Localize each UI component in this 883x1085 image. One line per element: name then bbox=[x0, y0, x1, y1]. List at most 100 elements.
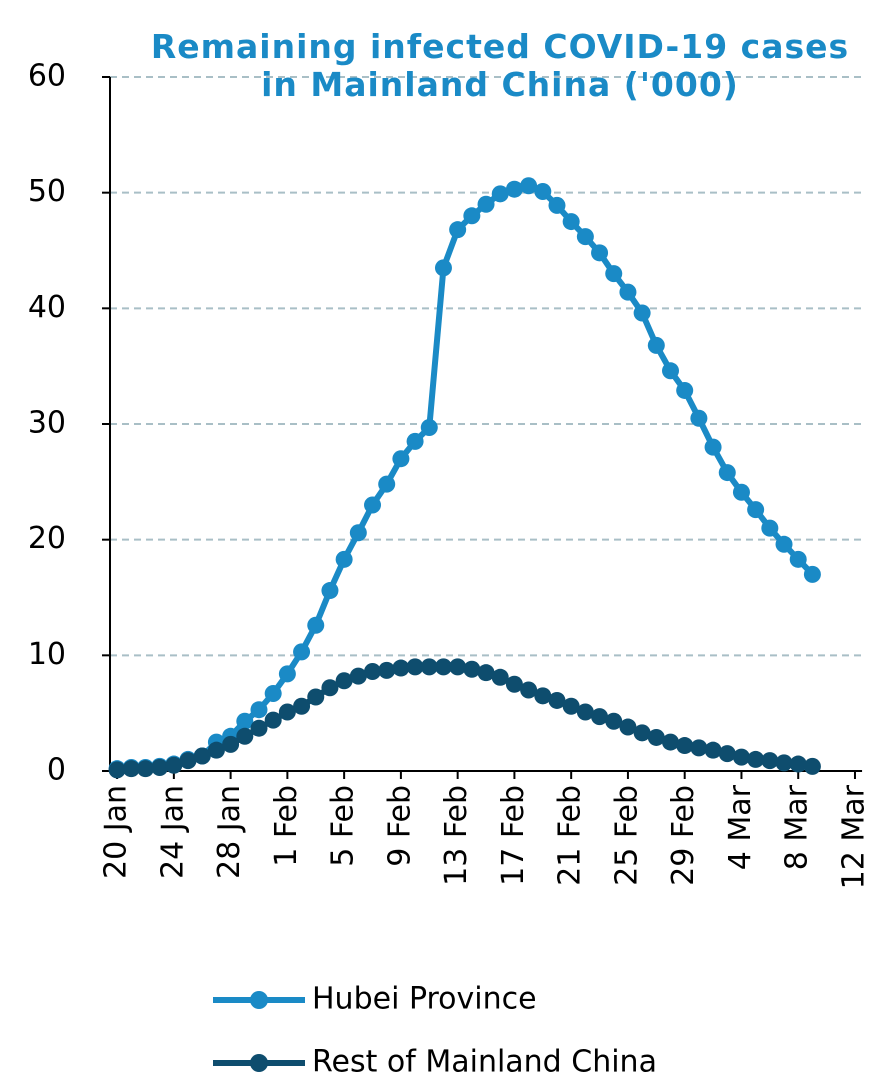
data-point bbox=[349, 667, 367, 685]
data-point bbox=[676, 737, 694, 755]
data-point bbox=[392, 659, 410, 677]
data-point bbox=[718, 464, 736, 482]
x-tick-label: 1 Feb bbox=[269, 785, 304, 867]
data-point bbox=[619, 718, 637, 736]
data-point bbox=[605, 712, 623, 730]
legend-marker bbox=[250, 991, 268, 1009]
data-point bbox=[321, 679, 339, 697]
data-point bbox=[278, 665, 296, 683]
data-point bbox=[718, 745, 736, 763]
data-point bbox=[250, 719, 268, 737]
data-point bbox=[335, 672, 353, 690]
data-point bbox=[463, 207, 481, 225]
data-point bbox=[349, 524, 367, 542]
data-point bbox=[562, 697, 580, 715]
data-point bbox=[449, 221, 467, 239]
x-tick-label: 20 Jan bbox=[99, 785, 134, 879]
data-point bbox=[392, 450, 410, 468]
data-point bbox=[576, 228, 594, 246]
data-point bbox=[264, 711, 282, 729]
data-point bbox=[562, 213, 580, 231]
data-point bbox=[534, 183, 552, 201]
data-point bbox=[193, 747, 211, 765]
data-point bbox=[250, 701, 268, 719]
data-point bbox=[207, 741, 225, 759]
x-tick-label: 21 Feb bbox=[553, 785, 588, 886]
x-tick-label: 9 Feb bbox=[382, 785, 417, 867]
data-point bbox=[690, 409, 708, 427]
data-point bbox=[591, 244, 609, 262]
data-point bbox=[307, 616, 325, 634]
x-tick-label: 12 Mar bbox=[836, 784, 871, 889]
data-point bbox=[548, 691, 566, 709]
series-line bbox=[116, 182, 815, 772]
data-point bbox=[505, 180, 523, 198]
data-point bbox=[434, 658, 452, 676]
y-tick-label: 0 bbox=[47, 753, 66, 788]
data-point bbox=[775, 754, 793, 772]
data-point bbox=[789, 755, 807, 773]
x-tick-label: 4 Mar bbox=[723, 784, 758, 870]
data-point bbox=[293, 643, 311, 661]
data-point bbox=[165, 756, 183, 774]
y-tick-label: 50 bbox=[28, 174, 66, 209]
data-point bbox=[321, 582, 339, 600]
data-point bbox=[662, 362, 680, 380]
data-point bbox=[364, 663, 382, 681]
data-point bbox=[236, 712, 254, 730]
data-point bbox=[406, 658, 424, 676]
data-point bbox=[761, 519, 779, 537]
data-point bbox=[520, 177, 538, 195]
data-point bbox=[520, 681, 538, 699]
data-point bbox=[775, 535, 793, 553]
data-point bbox=[690, 739, 708, 757]
x-tick-label: 13 Feb bbox=[439, 785, 474, 886]
x-tick-label: 5 Feb bbox=[326, 785, 361, 867]
data-point bbox=[108, 761, 126, 779]
data-point bbox=[378, 475, 396, 493]
data-point bbox=[676, 381, 694, 399]
data-point bbox=[335, 550, 353, 568]
x-tick-label: 29 Feb bbox=[666, 785, 701, 886]
x-tick-label: 17 Feb bbox=[496, 785, 531, 886]
y-tick-label: 40 bbox=[28, 290, 66, 325]
data-point bbox=[576, 703, 594, 721]
data-point bbox=[463, 660, 481, 678]
y-tick-label: 60 bbox=[28, 59, 66, 94]
data-point bbox=[534, 687, 552, 705]
data-point bbox=[732, 483, 750, 501]
data-point bbox=[420, 418, 438, 436]
data-point bbox=[803, 565, 821, 583]
data-point bbox=[477, 195, 495, 213]
x-tick-label: 28 Jan bbox=[212, 785, 247, 879]
legend-label: Rest of Mainland China bbox=[312, 1045, 657, 1080]
data-point bbox=[222, 735, 240, 753]
data-point bbox=[151, 759, 169, 777]
data-point bbox=[420, 658, 438, 676]
data-point bbox=[505, 675, 523, 693]
data-point bbox=[236, 727, 254, 745]
data-point bbox=[591, 708, 609, 726]
data-point bbox=[803, 757, 821, 775]
data-point bbox=[619, 283, 637, 301]
data-point bbox=[704, 438, 722, 456]
data-point bbox=[633, 724, 651, 742]
data-point bbox=[122, 760, 140, 778]
data-point bbox=[747, 750, 765, 768]
data-point bbox=[278, 703, 296, 721]
data-point bbox=[378, 661, 396, 679]
data-point bbox=[477, 664, 495, 682]
y-tick-label: 20 bbox=[28, 521, 66, 556]
data-point bbox=[605, 265, 623, 283]
data-point bbox=[136, 760, 154, 778]
chart-title: Remaining infected COVID-19 cases in Mai… bbox=[150, 27, 850, 104]
data-point bbox=[633, 304, 651, 322]
legend-marker bbox=[250, 1054, 268, 1072]
x-tick-label: 25 Feb bbox=[609, 785, 644, 886]
legend-label: Hubei Province bbox=[312, 982, 537, 1017]
x-tick-label: 24 Jan bbox=[155, 785, 190, 879]
data-point bbox=[647, 336, 665, 354]
data-point bbox=[491, 668, 509, 686]
